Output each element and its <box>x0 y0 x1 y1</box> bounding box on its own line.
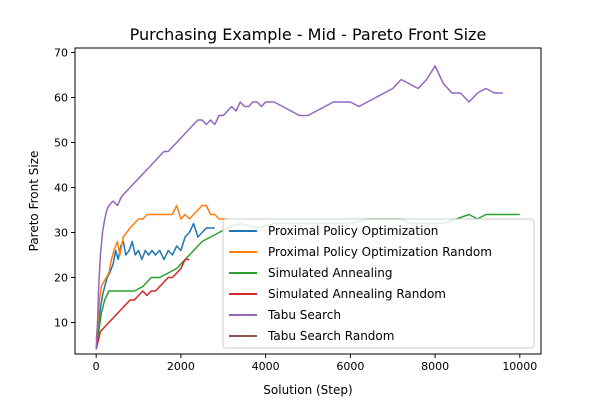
y-axis-label: Pareto Front Size <box>27 151 41 252</box>
chart-title: Purchasing Example - Mid - Pareto Front … <box>130 25 487 44</box>
y-tick-label: 30 <box>54 227 68 240</box>
series-line-3 <box>95 258 190 350</box>
y-tick-label: 60 <box>54 92 68 105</box>
x-tick-label: 10000 <box>502 360 537 373</box>
x-tick-label: 0 <box>93 360 100 373</box>
legend-label-2: Simulated Annealing <box>268 266 393 280</box>
axis-ticks: 0 2000 4000 6000 8000 10000 10 20 30 40 50 60 70 <box>54 47 537 374</box>
x-tick-label: 6000 <box>336 360 364 373</box>
x-tick-label: 2000 <box>167 360 195 373</box>
y-tick-label: 20 <box>54 272 68 285</box>
x-axis-label: Solution (Step) <box>263 383 352 397</box>
y-tick-label: 10 <box>54 317 68 330</box>
legend-label-5: Tabu Search Random <box>267 329 394 343</box>
series-line-1 <box>95 204 228 341</box>
legend-label-0: Proximal Policy Optimization <box>268 224 438 238</box>
x-tick-label: 4000 <box>252 360 280 373</box>
series-line-4 <box>95 65 503 350</box>
legend-box <box>222 218 535 349</box>
y-tick-label: 50 <box>54 137 68 150</box>
series-line-0 <box>95 222 215 350</box>
y-tick-label: 40 <box>54 182 68 195</box>
legend-label-3: Simulated Annealing Random <box>268 287 446 301</box>
legend: Proximal Policy Optimization Proximal Pol… <box>222 218 535 349</box>
plot-frame <box>74 47 542 355</box>
legend-label-1: Proximal Policy Optimization Random <box>268 245 492 259</box>
legend-label-4: Tabu Search <box>267 308 341 322</box>
x-tick-label: 8000 <box>421 360 449 373</box>
y-tick-label: 70 <box>54 47 68 60</box>
